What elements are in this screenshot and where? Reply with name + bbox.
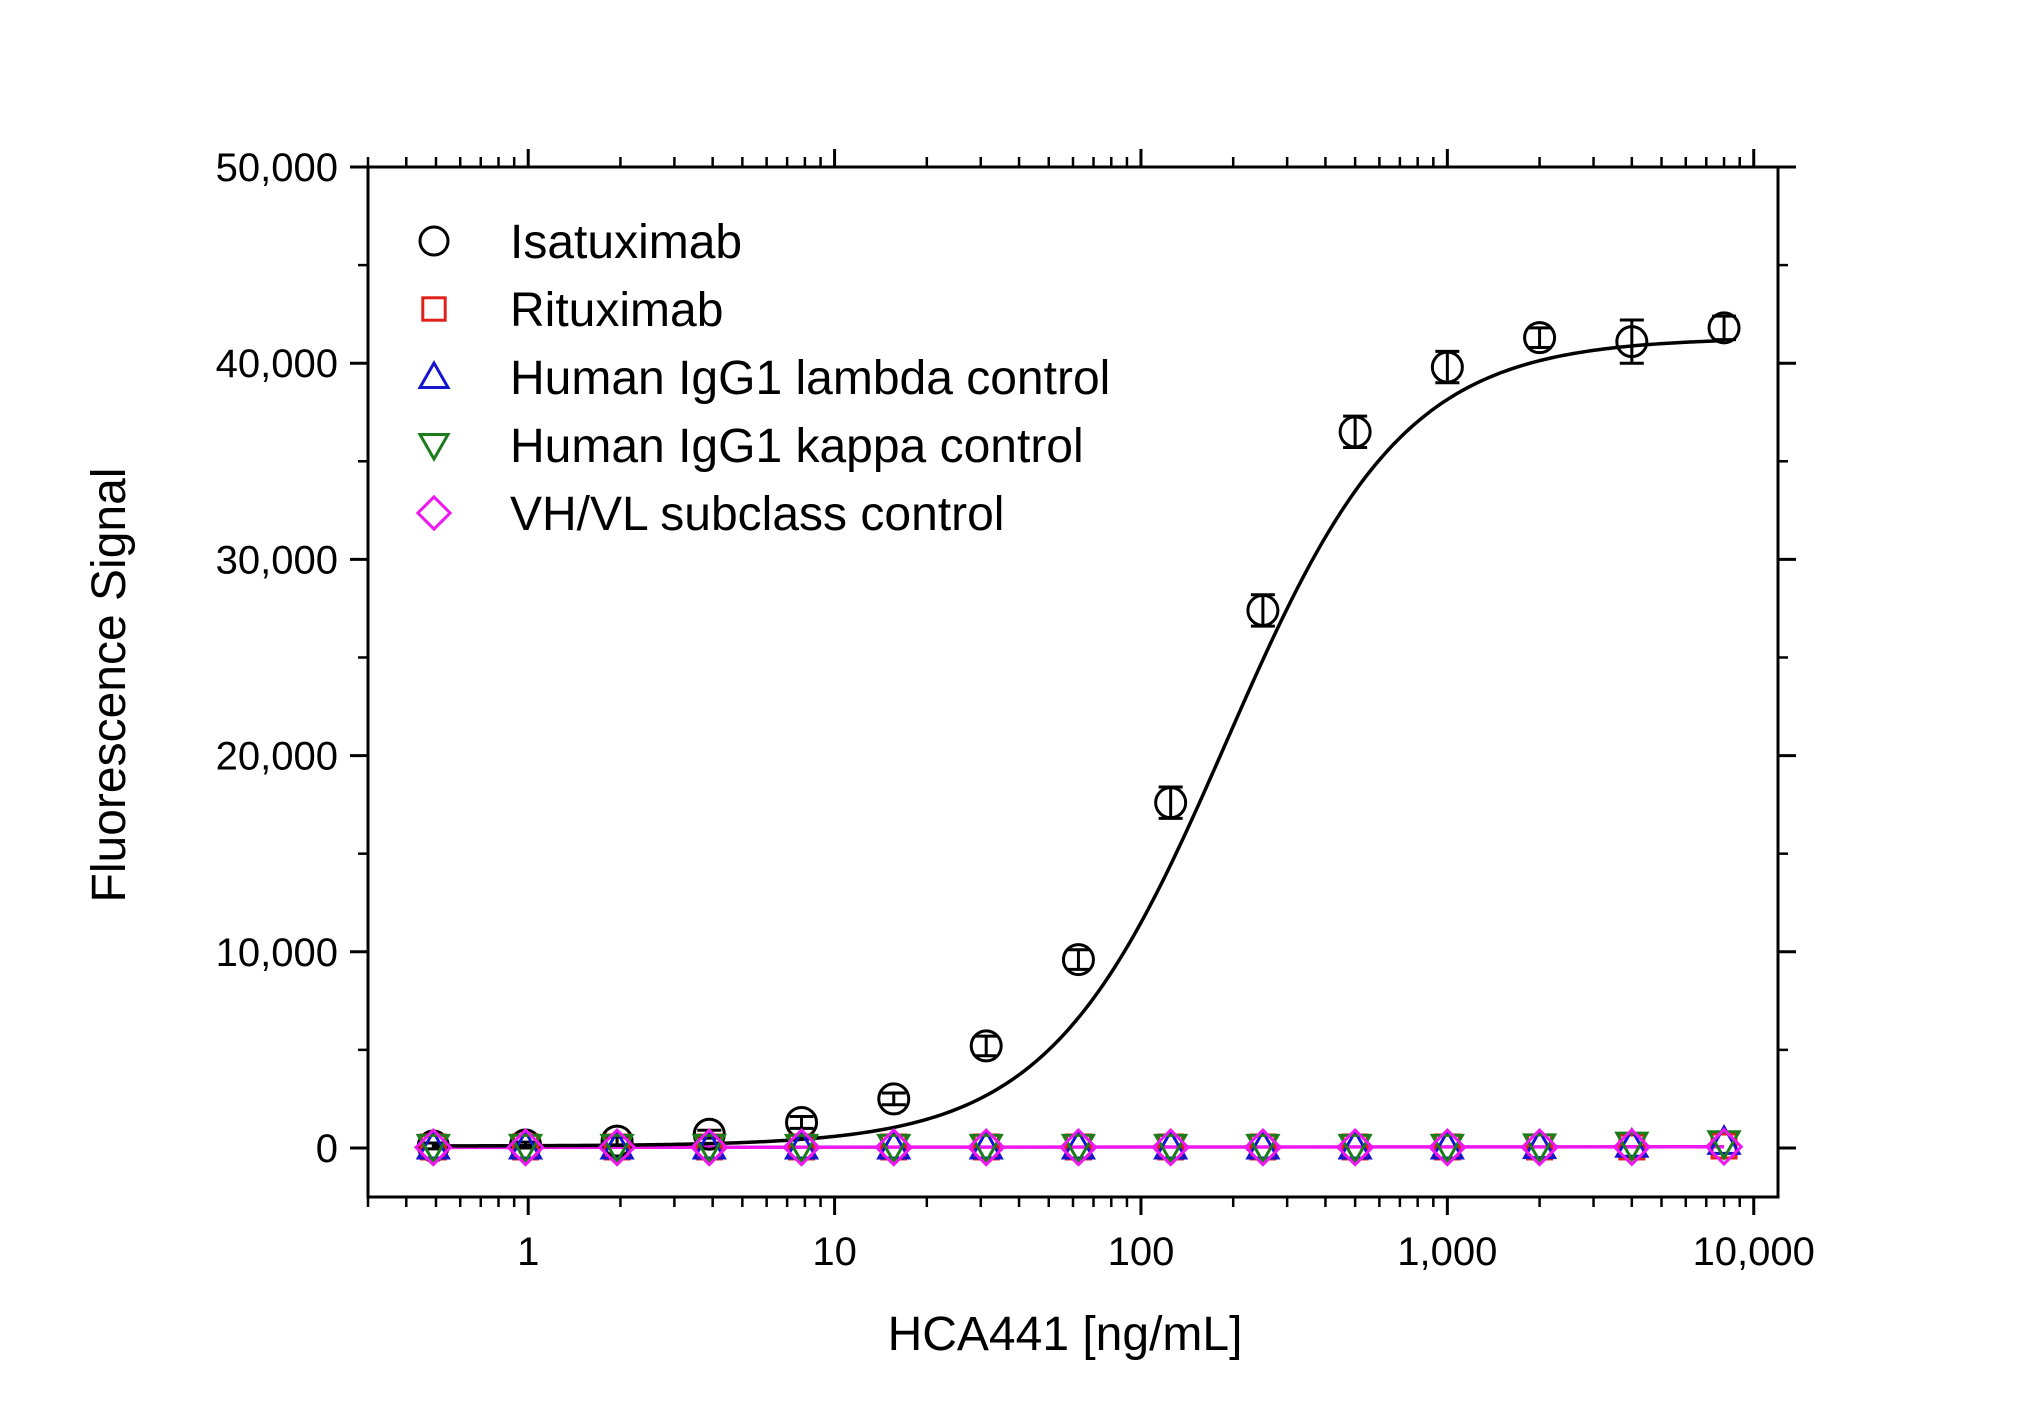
data-point (783, 1133, 820, 1165)
x-tick-label: 10 (812, 1230, 857, 1274)
data-point (689, 1127, 729, 1167)
data-point (782, 1127, 821, 1167)
data-point (1706, 1130, 1742, 1162)
data-point (1060, 1133, 1097, 1165)
data-point (874, 1127, 914, 1167)
legend-label: Human IgG1 lambda control (510, 352, 1110, 405)
legend-marker (421, 296, 447, 322)
control-fit-line (433, 1145, 1725, 1150)
data-point (1612, 1127, 1652, 1167)
series-human-igg1-lambda-control (415, 1124, 1742, 1160)
x-axis: 1 10 100 1,000 10,000 (366, 149, 1815, 1274)
isatuximab-fit-curve (433, 338, 1725, 1148)
y-tick-label: 20,000 (216, 735, 338, 779)
data-point (1707, 311, 1741, 345)
y-tick-label: 10,000 (216, 931, 338, 975)
data-point (968, 1128, 1004, 1160)
data-point (1523, 321, 1557, 355)
data-point (876, 1128, 912, 1160)
y-tick-label: 40,000 (216, 342, 338, 386)
data-point (1151, 1127, 1191, 1167)
data-point (600, 1124, 634, 1158)
data-point (783, 1128, 820, 1160)
data-point (1429, 1128, 1465, 1160)
data-point (1335, 1127, 1375, 1167)
data-point (1245, 1133, 1281, 1165)
legend-marker (417, 433, 451, 463)
data-point (1429, 1133, 1465, 1165)
legend-marker (417, 359, 451, 389)
x-tick-label: 1,000 (1397, 1230, 1497, 1274)
data-point (1153, 1133, 1189, 1165)
data-point (1059, 1127, 1098, 1167)
data-point (876, 1133, 912, 1165)
x-tick-label: 1 (517, 1230, 539, 1274)
data-point (507, 1133, 544, 1165)
y-axis-title: Fluorescence Signal (83, 468, 136, 903)
data-point (1154, 786, 1188, 820)
legend: Isatuximab Rituximab Human IgG1 lambda con… (415, 216, 1110, 541)
data-point (785, 1105, 819, 1139)
data-point (1522, 1128, 1558, 1160)
data-point (597, 1127, 637, 1167)
data-markers (413, 311, 1744, 1167)
data-point (506, 1127, 545, 1167)
data-point (1337, 1128, 1373, 1160)
data-point (966, 1127, 1006, 1167)
data-point (1245, 1128, 1281, 1160)
data-point (1060, 1128, 1097, 1160)
data-point (877, 1082, 911, 1116)
data-point (1430, 350, 1464, 384)
data-point (1061, 943, 1095, 977)
legend-label: Rituximab (510, 284, 723, 337)
legend-label: Isatuximab (510, 216, 742, 269)
data-point (1427, 1127, 1467, 1167)
data-point (691, 1128, 727, 1160)
data-point (1520, 1127, 1559, 1167)
data-point (1522, 1133, 1558, 1165)
data-point (691, 1133, 727, 1165)
data-point (1706, 1124, 1742, 1155)
data-point (507, 1128, 544, 1160)
data-point (599, 1128, 635, 1160)
legend-label: Human IgG1 kappa control (510, 420, 1084, 473)
y-axis: 0 10,000 20,000 30,000 40,000 50,000 (216, 146, 1796, 1171)
legend-label: VH/VL subclass control (510, 488, 1004, 541)
data-point (1338, 415, 1372, 449)
data-point (968, 1133, 1004, 1165)
data-point (1615, 325, 1649, 359)
data-point (413, 1127, 453, 1167)
legend-marker (415, 494, 453, 532)
data-point (1614, 1131, 1650, 1163)
y-tick-label: 0 (316, 1127, 338, 1171)
data-point (599, 1133, 635, 1165)
x-tick-label: 10,000 (1693, 1230, 1815, 1274)
data-point (1243, 1127, 1283, 1167)
data-point (415, 1128, 451, 1160)
series-human-igg1-kappa-control (415, 1130, 1742, 1165)
data-point (415, 1133, 451, 1165)
x-tick-label: 100 (1108, 1230, 1175, 1274)
data-point (969, 1029, 1003, 1063)
legend-marker (418, 225, 450, 257)
data-point (1153, 1128, 1189, 1160)
x-axis-title: HCA441 [ng/mL] (888, 1308, 1243, 1361)
fit-curves (433, 338, 1725, 1150)
data-point (1246, 593, 1280, 627)
y-tick-label: 50,000 (216, 146, 338, 190)
data-point (1337, 1133, 1373, 1165)
y-tick-label: 30,000 (216, 538, 338, 582)
data-point (1614, 1126, 1650, 1158)
series-vh-vl-subclass-control (413, 1127, 1744, 1167)
data-point (1704, 1127, 1744, 1167)
